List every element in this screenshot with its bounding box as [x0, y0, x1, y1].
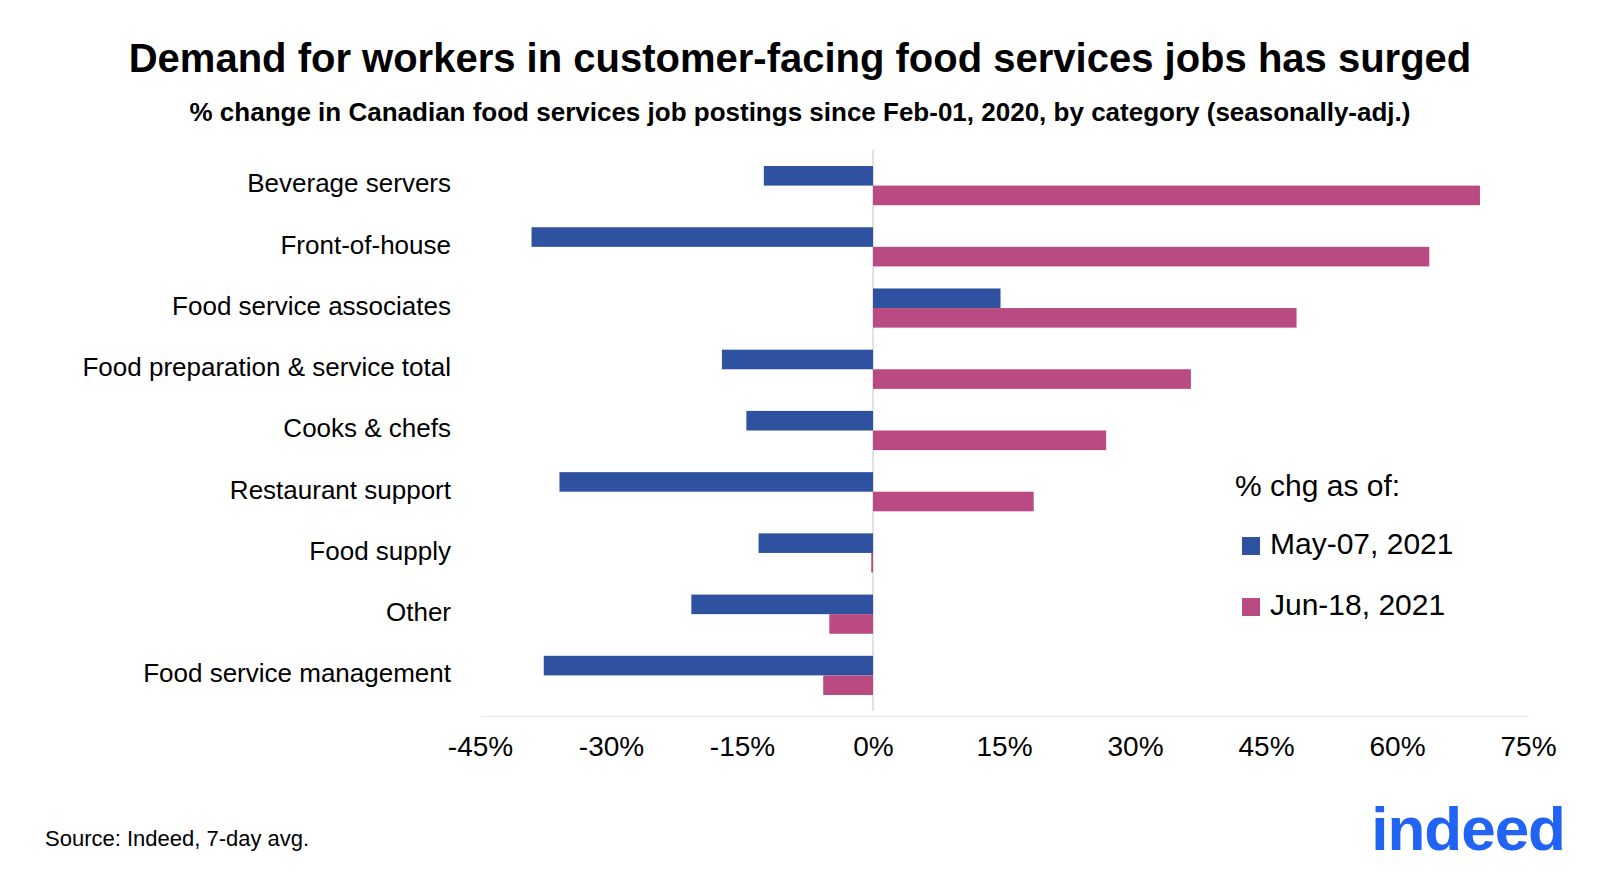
title: Demand for workers in customer-facing fo… [129, 36, 1472, 80]
bar [823, 675, 873, 695]
bar [559, 472, 873, 492]
category-label: Food preparation & service total [82, 352, 451, 382]
tick: -15% [710, 716, 775, 762]
bar [873, 308, 1297, 328]
tick-label: 75% [1500, 731, 1556, 762]
bar [873, 431, 1106, 451]
logo: indeed [1371, 794, 1565, 863]
category-label: Food service associates [172, 291, 451, 321]
category-label: Cooks & chefs [283, 413, 451, 443]
bar [873, 369, 1191, 389]
tick: -30% [579, 716, 644, 762]
bar [873, 247, 1429, 267]
tick-label: -30% [579, 731, 644, 762]
tick-label: 30% [1107, 731, 1163, 762]
bar [759, 533, 873, 553]
x-axis: -45% -30% -15% 0% 15% 30% 45% 60% 75% [448, 716, 1557, 762]
bar [532, 227, 873, 247]
axis-line [481, 716, 1529, 717]
tick-label: -45% [448, 731, 513, 762]
bar [871, 553, 873, 573]
bar [873, 186, 1480, 206]
category-label: Other [386, 597, 451, 627]
tick: 0% [853, 716, 893, 762]
source: Source: Indeed, 7-day avg. [45, 826, 309, 851]
tick: 15% [976, 716, 1032, 762]
legend-label: May-07, 2021 [1270, 527, 1453, 560]
category-label: Front-of-house [280, 230, 451, 260]
tick: 60% [1369, 716, 1425, 762]
bar [722, 350, 873, 370]
tick-label: 0% [853, 731, 893, 762]
category-label: Beverage servers [247, 168, 451, 198]
tick: 45% [1238, 716, 1294, 762]
legend: % chg as of: May-07, 2021 Jun-18, 2021 [1235, 469, 1453, 621]
tick: -45% [448, 716, 513, 762]
tick: 75% [1500, 716, 1556, 762]
bar [764, 166, 873, 186]
tick-label: 60% [1369, 731, 1425, 762]
bar [691, 595, 873, 615]
bar [746, 411, 873, 431]
tick: 30% [1107, 716, 1163, 762]
bar [873, 288, 1001, 308]
legend-label: Jun-18, 2021 [1270, 588, 1445, 621]
tick-label: 45% [1238, 731, 1294, 762]
tick-label: -15% [710, 731, 775, 762]
legend-swatch [1242, 537, 1260, 555]
tick-label: 15% [976, 731, 1032, 762]
bar [544, 656, 873, 676]
category-label: Restaurant support [230, 475, 452, 505]
legend-swatch [1242, 598, 1260, 616]
bar [873, 492, 1034, 512]
bar [829, 614, 873, 634]
subtitle: % change in Canadian food services job p… [190, 97, 1411, 127]
chart: Demand for workers in customer-facing fo… [0, 0, 1600, 874]
category-label: Food supply [309, 536, 451, 566]
bars [532, 166, 1480, 695]
category-label: Food service management [143, 658, 452, 688]
legend-title: % chg as of: [1235, 469, 1400, 502]
